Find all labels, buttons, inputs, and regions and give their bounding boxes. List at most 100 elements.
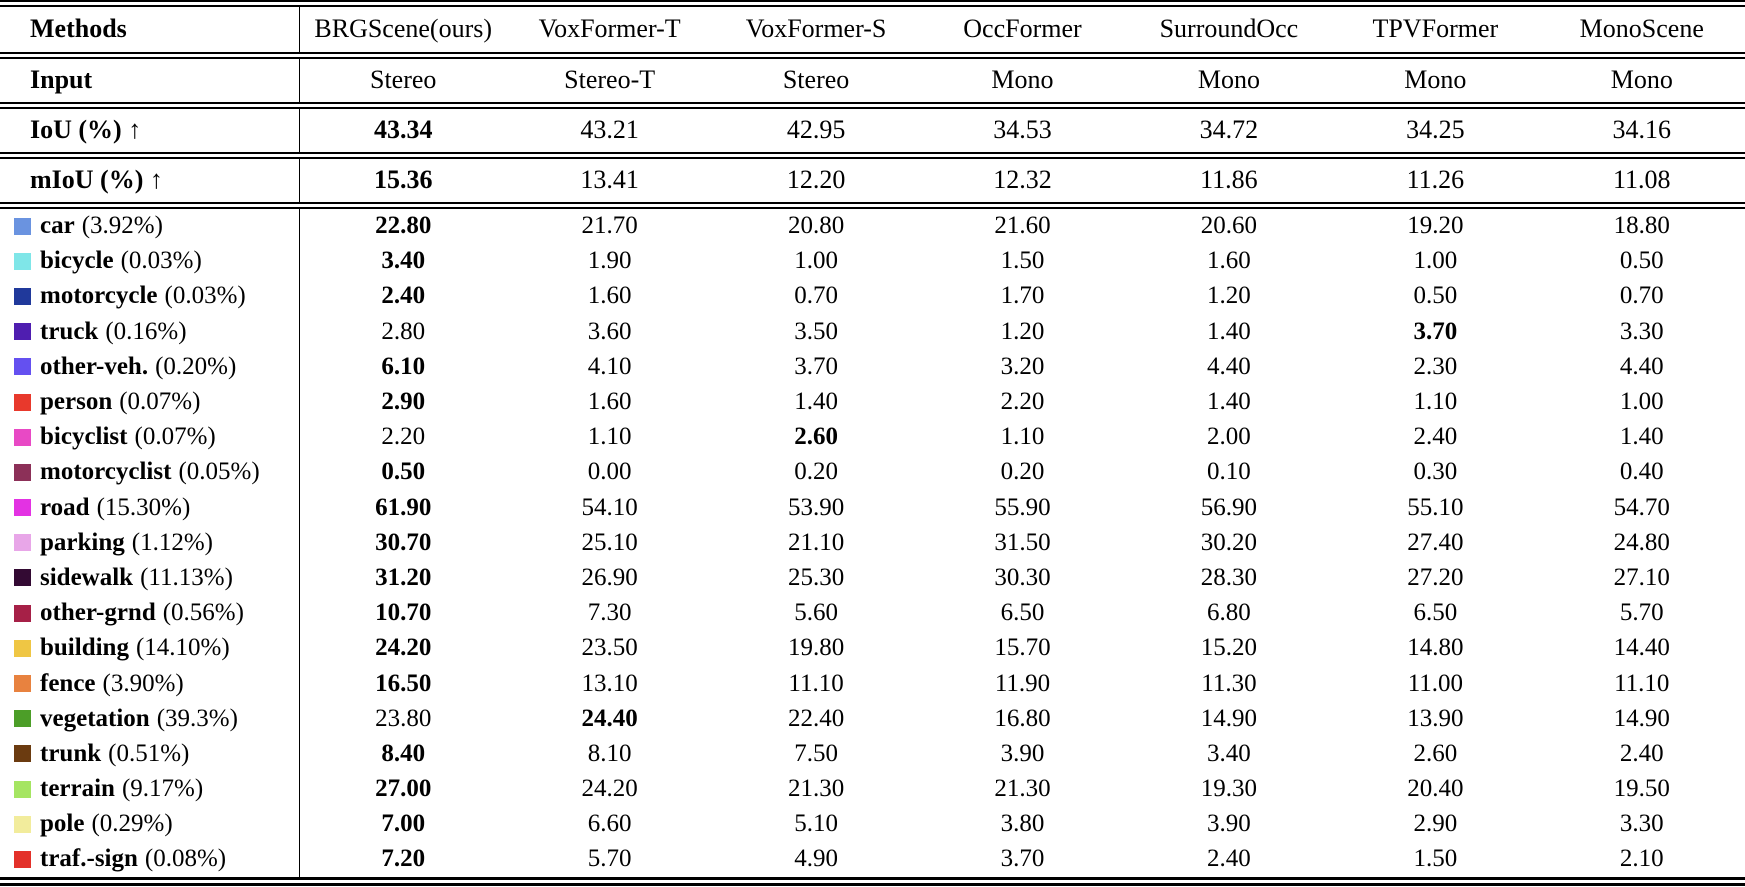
- class-iou-value: 0.20: [794, 458, 838, 486]
- class-iou-value: 1.40: [1619, 423, 1664, 451]
- class-iou-value: 0.40: [1619, 458, 1664, 486]
- class-iou-value: 28.30: [1200, 563, 1258, 591]
- class-iou-value: 22.80: [375, 212, 432, 240]
- class-row-label: trunk (0.51%): [0, 736, 300, 772]
- class-iou-value: 0.50: [1619, 247, 1664, 275]
- class-iou-value: 3.20: [1000, 352, 1045, 380]
- pole-color-swatch: [14, 815, 31, 833]
- class-iou-value: 19.30: [1200, 775, 1258, 803]
- class-iou-value: 11.00: [1407, 669, 1464, 697]
- class-row: pole (0.29%) 7.00 6.60 5.10 3.80 3.90 2.90 3.30: [0, 806, 1745, 842]
- class-iou-value: 2.30: [1413, 352, 1458, 380]
- method-column-header: OccFormer: [963, 14, 1082, 43]
- class-iou-value: 2.40: [1207, 845, 1251, 873]
- input-type-value: Mono: [1404, 65, 1467, 94]
- class-name: car: [40, 212, 75, 240]
- class-iou-value: 2.10: [1619, 845, 1664, 873]
- traf.-sign-color-swatch: [14, 850, 31, 868]
- class-iou-value: 4.40: [1207, 352, 1251, 380]
- class-frequency: (0.03%): [120, 247, 202, 275]
- class-iou-value: 16.80: [994, 704, 1051, 732]
- class-row-label: car (3.92%): [0, 208, 300, 244]
- class-iou-value: 7.20: [381, 845, 426, 873]
- class-iou-value: 5.70: [1619, 599, 1664, 627]
- class-iou-value: 0.70: [794, 282, 838, 310]
- class-name: terrain: [40, 775, 115, 803]
- class-frequency: (0.51%): [108, 739, 190, 767]
- class-iou-value: 27.10: [1613, 563, 1670, 591]
- header-separator-rule: [0, 51, 1745, 59]
- metric-value: 34.16: [1612, 115, 1672, 144]
- class-iou-value: 21.60: [994, 212, 1051, 240]
- class-row: parking (1.12%) 30.70 25.10 21.10 31.50 30.20 2…: [0, 525, 1745, 561]
- class-name: parking: [40, 528, 125, 556]
- class-iou-value: 0.00: [587, 458, 632, 486]
- class-iou-value: 16.50: [375, 669, 432, 697]
- class-row-label: bicyclist (0.07%): [0, 419, 300, 455]
- table-top-rule: [0, 0, 1745, 7]
- class-iou-value: 2.20: [381, 423, 426, 451]
- class-name: fence: [40, 669, 96, 697]
- class-iou-value: 2.40: [1619, 739, 1664, 767]
- class-iou-value: 24.40: [581, 704, 638, 732]
- class-row: person (0.07%) 2.90 1.60 1.40 2.20 1.40 1.10 1.0…: [0, 384, 1745, 420]
- class-frequency: (0.07%): [134, 423, 216, 451]
- class-iou-value: 13.90: [1407, 704, 1464, 732]
- class-row-label: motorcycle (0.03%): [0, 278, 300, 315]
- class-iou-value: 7.00: [381, 810, 426, 838]
- input-type-value: Stereo: [370, 65, 437, 94]
- class-iou-value: 3.60: [587, 317, 632, 345]
- class-iou-value: 2.90: [1413, 810, 1458, 838]
- class-iou-value: 20.80: [787, 212, 845, 240]
- trunk-color-swatch: [14, 745, 31, 763]
- class-row-label: bicycle (0.03%): [0, 243, 300, 279]
- class-frequency: (0.05%): [178, 458, 260, 486]
- class-iou-value: 3.80: [1000, 810, 1045, 838]
- class-iou-value: 31.50: [994, 528, 1051, 556]
- class-iou-value: 26.90: [581, 563, 638, 591]
- input-type-value: Mono: [1197, 65, 1260, 94]
- class-iou-value: 11.10: [788, 669, 844, 697]
- class-iou-value: 1.10: [1413, 388, 1458, 416]
- table-body: Methods BRGScene(ours) VoxFormer-T VoxForme…: [0, 6, 1745, 878]
- class-iou-value: 21.30: [994, 775, 1051, 803]
- input-type-value: Mono: [991, 65, 1054, 94]
- class-frequency: (0.29%): [91, 810, 173, 838]
- class-frequency: (3.92%): [81, 212, 163, 240]
- class-iou-value: 0.50: [381, 458, 426, 486]
- metric-value: 12.32: [993, 165, 1052, 194]
- class-frequency: (0.20%): [155, 352, 237, 380]
- class-row: bicycle (0.03%) 3.40 1.90 1.00 1.50 1.60 1.00 0.…: [0, 243, 1745, 279]
- class-iou-value: 19.20: [1407, 212, 1464, 240]
- class-iou-value: 20.60: [1200, 212, 1258, 240]
- class-iou-value: 21.30: [787, 775, 845, 803]
- class-iou-value: 1.20: [1207, 282, 1251, 310]
- class-iou-value: 27.20: [1407, 563, 1464, 591]
- class-row-label: pole (0.29%): [0, 806, 300, 842]
- class-row-label: sidewalk (11.13%): [0, 560, 300, 596]
- class-row-label: parking (1.12%): [0, 525, 300, 561]
- class-iou-value: 1.40: [1207, 317, 1251, 345]
- class-iou-value: 8.40: [381, 739, 426, 767]
- class-iou-value: 2.60: [1413, 739, 1458, 767]
- class-iou-value: 25.30: [787, 563, 845, 591]
- metric-value: 12.20: [786, 165, 846, 194]
- class-iou-value: 6.80: [1207, 599, 1251, 627]
- metric-value: 11.26: [1406, 165, 1465, 194]
- class-row: truck (0.16%) 2.80 3.60 3.50 1.20 1.40 3.70 3.30: [0, 314, 1745, 350]
- class-iou-value: 4.40: [1619, 352, 1664, 380]
- class-frequency: (11.13%): [140, 563, 233, 591]
- class-row: motorcycle (0.03%) 2.40 1.60 0.70 1.70 1.20 0.5…: [0, 278, 1745, 315]
- class-iou-value: 0.30: [1413, 458, 1458, 486]
- table-header-row: Methods BRGScene(ours) VoxFormer-T VoxForme…: [0, 6, 1745, 52]
- class-frequency: (0.07%): [119, 388, 201, 416]
- input-row-label: Input: [0, 58, 300, 102]
- class-row: motorcyclist (0.05%) 0.50 0.00 0.20 0.20 0.10 0…: [0, 454, 1745, 490]
- class-iou-value: 0.50: [1413, 282, 1458, 310]
- class-iou-value: 6.60: [587, 810, 632, 838]
- class-iou-value: 21.70: [581, 212, 638, 240]
- class-iou-value: 22.40: [787, 704, 845, 732]
- class-name: motorcyclist: [40, 458, 172, 486]
- car-color-swatch: [14, 217, 31, 235]
- class-iou-value: 2.20: [1000, 388, 1045, 416]
